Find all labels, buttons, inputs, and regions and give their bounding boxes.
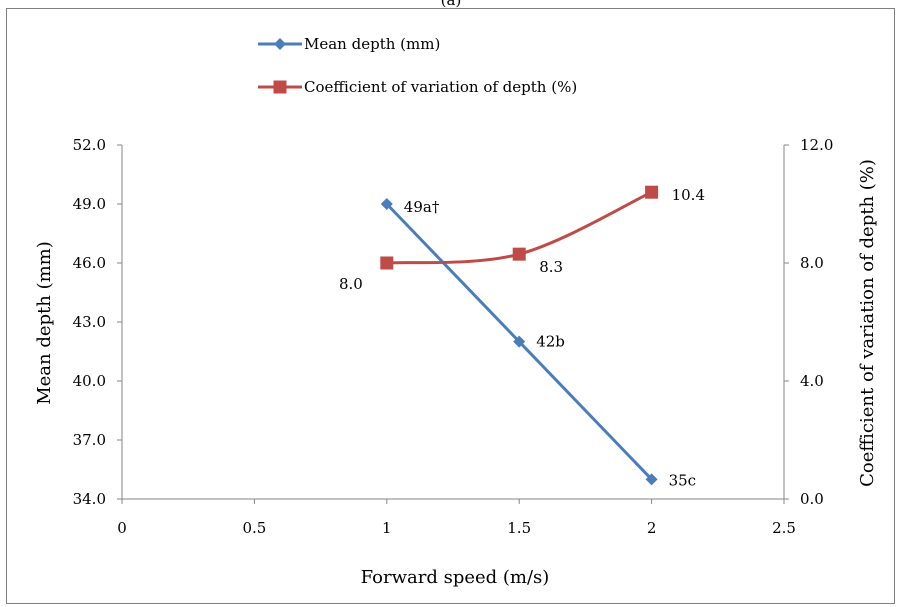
- x-tick-label: 1.5: [507, 519, 531, 537]
- legend: Mean depth (mm) Coefficient of variation …: [258, 35, 577, 96]
- data-label: 49a†: [404, 198, 440, 216]
- legend-label: Mean depth (mm): [304, 35, 440, 53]
- y-axis-right-title: Coefficient of variation of depth (%): [857, 159, 878, 487]
- data-point: [512, 247, 526, 261]
- y-axis-left-title: Mean depth (mm): [34, 241, 55, 405]
- series-layer: 49a† 42b 35c 8.0 8.3 10.4: [339, 185, 705, 489]
- data-label: 10.4: [672, 186, 705, 204]
- series-1: 8.0 8.3 10.4: [339, 185, 705, 293]
- data-label: 8.3: [539, 258, 563, 276]
- panel-label: (a): [440, 0, 462, 9]
- data-point: [380, 256, 394, 270]
- data-label: 35c: [669, 471, 697, 489]
- y-right-tick-label: 8.0: [800, 254, 824, 272]
- axes: 0 0.5 1 1.5 2 2.5 34.0 37.0 40.0 43.0 46.0 49.0 52.0…: [73, 136, 834, 537]
- y-left-tick-label: 34.0: [73, 490, 106, 508]
- y-right-tick-label: 12.0: [800, 136, 833, 154]
- x-tick-label: 2.5: [772, 519, 796, 537]
- x-tick-label: 2: [647, 519, 657, 537]
- x-tick-label: 0: [117, 519, 127, 537]
- y-left-tick-label: 46.0: [73, 254, 106, 272]
- data-point: [380, 198, 393, 210]
- series-0: 49a† 42b 35c: [380, 198, 697, 489]
- chart-frame: [6, 8, 895, 604]
- x-tick-label: 0.5: [242, 519, 266, 537]
- y-left-tick-label: 43.0: [73, 313, 106, 331]
- legend-marker: [273, 80, 287, 94]
- legend-label: Coefficient of variation of depth (%): [304, 78, 577, 96]
- x-tick-label: 1: [382, 519, 392, 537]
- data-label: 42b: [536, 333, 565, 351]
- y-left-tick-label: 52.0: [73, 136, 106, 154]
- data-point: [645, 185, 659, 199]
- y-left-tick-label: 40.0: [73, 372, 106, 390]
- legend-item-1: Coefficient of variation of depth (%): [258, 78, 577, 96]
- x-axis-title: Forward speed (m/s): [361, 567, 550, 588]
- data-point: [513, 335, 526, 348]
- y-right-tick-label: 0.0: [800, 490, 824, 508]
- legend-marker: [274, 38, 286, 50]
- data-label: 8.0: [339, 275, 363, 293]
- data-point: [645, 473, 658, 486]
- legend-item-0: Mean depth (mm): [258, 35, 440, 53]
- y-left-tick-label: 37.0: [73, 431, 106, 449]
- y-right-tick-label: 4.0: [800, 372, 824, 390]
- y-left-tick-label: 49.0: [73, 195, 106, 213]
